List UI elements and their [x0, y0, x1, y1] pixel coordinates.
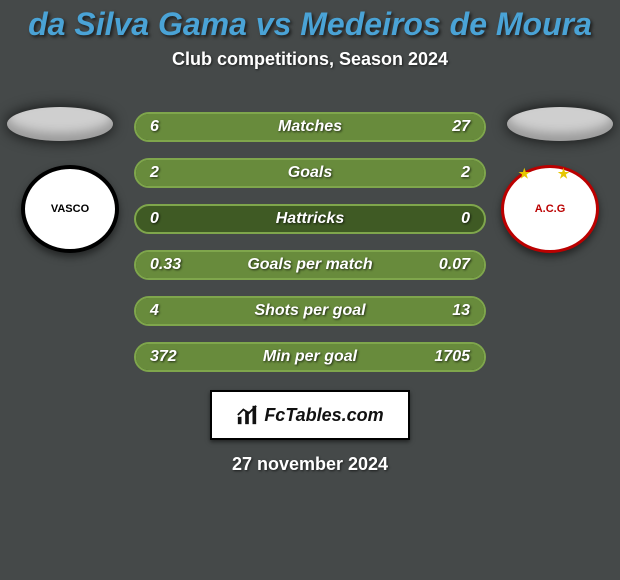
- stat-bars: 627Matches22Goals00Hattricks0.330.07Goal…: [134, 112, 486, 372]
- stat-bar-row: 627Matches: [134, 112, 486, 142]
- stat-right-value: 0.07: [425, 252, 484, 278]
- stat-right-value: 1705: [420, 344, 484, 370]
- stat-label: Hattricks: [136, 206, 484, 232]
- stat-left-value: 372: [136, 344, 191, 370]
- page-title: da Silva Gama vs Medeiros de Moura: [0, 0, 620, 43]
- crest-stars-icon: ★ ★: [519, 166, 582, 182]
- stat-right-value: 13: [438, 298, 484, 324]
- date-text: 27 november 2024: [0, 454, 620, 475]
- stat-bar-row: 413Shots per goal: [134, 296, 486, 326]
- right-crest-label: A.C.G: [535, 203, 566, 215]
- stat-left-value: 0: [136, 206, 173, 232]
- stat-right-value: 2: [447, 160, 484, 186]
- stat-left-value: 6: [136, 114, 173, 140]
- left-platform-ellipse: [7, 107, 113, 141]
- brand-badge: FcTables.com: [210, 390, 410, 440]
- left-club-crest: VASCO: [21, 165, 119, 253]
- right-platform-ellipse: [507, 107, 613, 141]
- stat-bar-row: 22Goals: [134, 158, 486, 188]
- stat-right-value: 27: [438, 114, 484, 140]
- subtitle: Club competitions, Season 2024: [0, 49, 620, 70]
- comparison-arena: VASCO ★ ★ A.C.G 627Matches22Goals00Hattr…: [0, 112, 620, 372]
- stat-left-value: 4: [136, 298, 173, 324]
- stat-right-value: 0: [447, 206, 484, 232]
- left-crest-label: VASCO: [51, 203, 89, 215]
- stat-left-value: 2: [136, 160, 173, 186]
- right-club-crest: ★ ★ A.C.G: [501, 165, 599, 253]
- brand-text: FcTables.com: [264, 405, 383, 426]
- stat-bar-row: 3721705Min per goal: [134, 342, 486, 372]
- brand-chart-icon: [236, 404, 258, 426]
- stat-bar-row: 0.330.07Goals per match: [134, 250, 486, 280]
- stat-left-value: 0.33: [136, 252, 195, 278]
- stat-bar-row: 0 0Hattricks: [134, 204, 486, 234]
